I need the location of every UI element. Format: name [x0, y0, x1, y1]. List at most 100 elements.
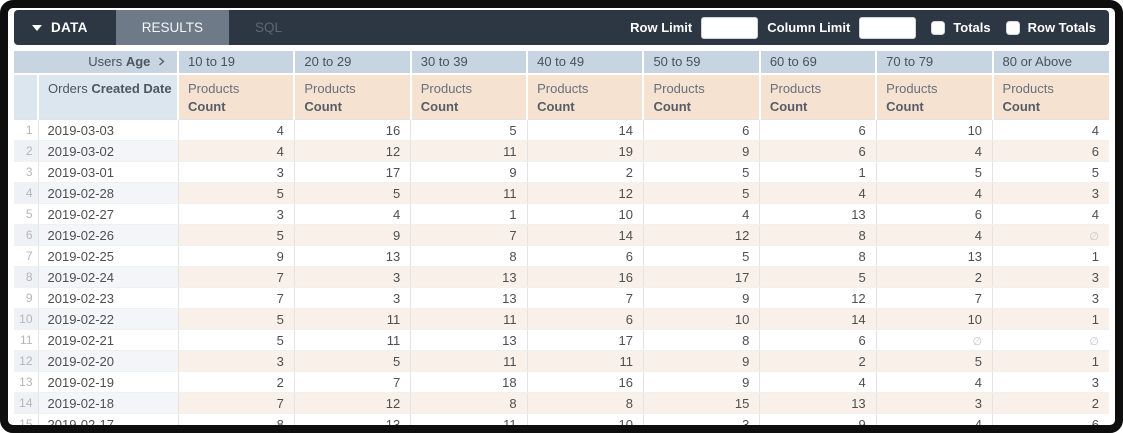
- value-cell[interactable]: 10: [526, 413, 644, 425]
- value-cell[interactable]: 12: [293, 392, 411, 415]
- value-cell[interactable]: 10: [642, 308, 760, 331]
- value-cell[interactable]: ∅: [875, 329, 993, 352]
- value-cell[interactable]: 7: [177, 392, 295, 415]
- value-cell[interactable]: 3: [992, 182, 1109, 205]
- value-cell[interactable]: 17: [293, 161, 411, 184]
- value-cell[interactable]: 1: [992, 308, 1109, 331]
- date-cell[interactable]: 2019-03-01: [37, 161, 179, 184]
- date-cell[interactable]: 2019-02-28: [37, 182, 179, 205]
- value-cell[interactable]: 3: [642, 413, 760, 425]
- value-cell[interactable]: 13: [759, 203, 877, 226]
- value-cell[interactable]: 1: [759, 161, 877, 184]
- value-cell[interactable]: 10: [526, 203, 644, 226]
- row-totals-checkbox[interactable]: [1005, 20, 1020, 35]
- value-cell[interactable]: 5: [875, 350, 993, 373]
- value-cell[interactable]: 5: [177, 182, 295, 205]
- tab-sql[interactable]: SQL: [229, 10, 308, 45]
- value-cell[interactable]: 11: [293, 308, 411, 331]
- value-cell[interactable]: 19: [526, 140, 644, 163]
- value-cell[interactable]: ∅: [992, 329, 1109, 352]
- column-limit-input[interactable]: [859, 16, 917, 39]
- value-cell[interactable]: 11: [293, 329, 411, 352]
- value-cell[interactable]: 16: [293, 119, 411, 142]
- value-cell[interactable]: 8: [759, 224, 877, 247]
- value-cell[interactable]: 5: [875, 161, 993, 184]
- value-cell[interactable]: 6: [759, 119, 877, 142]
- value-cell[interactable]: 6: [526, 308, 644, 331]
- pivot-value-header[interactable]: 30 to 39: [410, 51, 529, 75]
- value-cell[interactable]: 4: [875, 224, 993, 247]
- pivot-value-header[interactable]: 80 or Above: [992, 51, 1109, 75]
- pivot-value-header[interactable]: 20 to 29: [294, 51, 412, 75]
- date-cell[interactable]: 2019-03-03: [37, 119, 179, 142]
- measure-header[interactable]: Products Count: [759, 74, 878, 121]
- date-cell[interactable]: 2019-02-20: [37, 350, 179, 373]
- value-cell[interactable]: 10: [875, 119, 993, 142]
- value-cell[interactable]: 5: [177, 308, 295, 331]
- value-cell[interactable]: 4: [992, 203, 1109, 226]
- value-cell[interactable]: 8: [526, 392, 644, 415]
- value-cell[interactable]: 7: [177, 266, 295, 289]
- value-cell[interactable]: 4: [177, 119, 295, 142]
- value-cell[interactable]: 6: [526, 245, 644, 268]
- value-cell[interactable]: 18: [410, 371, 528, 394]
- value-cell[interactable]: 4: [177, 140, 295, 163]
- value-cell[interactable]: 3: [177, 203, 295, 226]
- pivot-value-header[interactable]: 60 to 69: [759, 51, 878, 75]
- value-cell[interactable]: 3: [177, 350, 295, 373]
- value-cell[interactable]: 8: [759, 245, 877, 268]
- value-cell[interactable]: 12: [526, 182, 644, 205]
- value-cell[interactable]: 7: [410, 224, 528, 247]
- value-cell[interactable]: 4: [759, 182, 877, 205]
- measure-header[interactable]: Products Count: [527, 74, 645, 121]
- value-cell[interactable]: 5: [293, 350, 411, 373]
- measure-header[interactable]: Products Count: [294, 74, 412, 121]
- value-cell[interactable]: 11: [410, 413, 528, 425]
- pivot-value-header[interactable]: 40 to 49: [527, 51, 645, 75]
- date-cell[interactable]: 2019-02-17: [37, 413, 179, 425]
- value-cell[interactable]: 5: [992, 161, 1109, 184]
- value-cell[interactable]: 13: [759, 392, 877, 415]
- value-cell[interactable]: 3: [293, 266, 411, 289]
- value-cell[interactable]: ∅: [992, 224, 1109, 247]
- value-cell[interactable]: 5: [642, 245, 760, 268]
- date-cell[interactable]: 2019-02-24: [37, 266, 179, 289]
- dimension-header[interactable]: Orders Created Date: [38, 74, 180, 121]
- date-cell[interactable]: 2019-02-21: [37, 329, 179, 352]
- value-cell[interactable]: 4: [293, 203, 411, 226]
- value-cell[interactable]: 13: [293, 245, 411, 268]
- value-cell[interactable]: 3: [293, 287, 411, 310]
- pivot-value-header[interactable]: 50 to 59: [643, 51, 761, 75]
- value-cell[interactable]: 5: [177, 224, 295, 247]
- value-cell[interactable]: 5: [642, 161, 760, 184]
- value-cell[interactable]: 3: [177, 161, 295, 184]
- pivot-field-header[interactable]: Users Age: [14, 51, 180, 75]
- value-cell[interactable]: 2: [992, 392, 1109, 415]
- value-cell[interactable]: 4: [875, 413, 993, 425]
- value-cell[interactable]: 8: [410, 392, 528, 415]
- value-cell[interactable]: 12: [642, 224, 760, 247]
- value-cell[interactable]: 1: [410, 203, 528, 226]
- measure-header[interactable]: Products Count: [643, 74, 761, 121]
- value-cell[interactable]: 17: [526, 329, 644, 352]
- value-cell[interactable]: 6: [992, 413, 1109, 425]
- value-cell[interactable]: 6: [759, 329, 877, 352]
- value-cell[interactable]: 13: [875, 245, 993, 268]
- date-cell[interactable]: 2019-02-22: [37, 308, 179, 331]
- value-cell[interactable]: 13: [410, 287, 528, 310]
- date-cell[interactable]: 2019-02-18: [37, 392, 179, 415]
- measure-header[interactable]: Products Count: [992, 74, 1109, 121]
- value-cell[interactable]: 12: [759, 287, 877, 310]
- value-cell[interactable]: 11: [526, 350, 644, 373]
- value-cell[interactable]: 13: [293, 413, 411, 425]
- tab-results[interactable]: RESULTS: [115, 10, 229, 45]
- value-cell[interactable]: 11: [410, 308, 528, 331]
- totals-checkbox[interactable]: [931, 20, 946, 35]
- value-cell[interactable]: 11: [410, 182, 528, 205]
- value-cell[interactable]: 4: [875, 140, 993, 163]
- value-cell[interactable]: 8: [642, 329, 760, 352]
- value-cell[interactable]: 4: [759, 371, 877, 394]
- date-cell[interactable]: 2019-02-23: [37, 287, 179, 310]
- date-cell[interactable]: 2019-02-26: [37, 224, 179, 247]
- value-cell[interactable]: 15: [642, 392, 760, 415]
